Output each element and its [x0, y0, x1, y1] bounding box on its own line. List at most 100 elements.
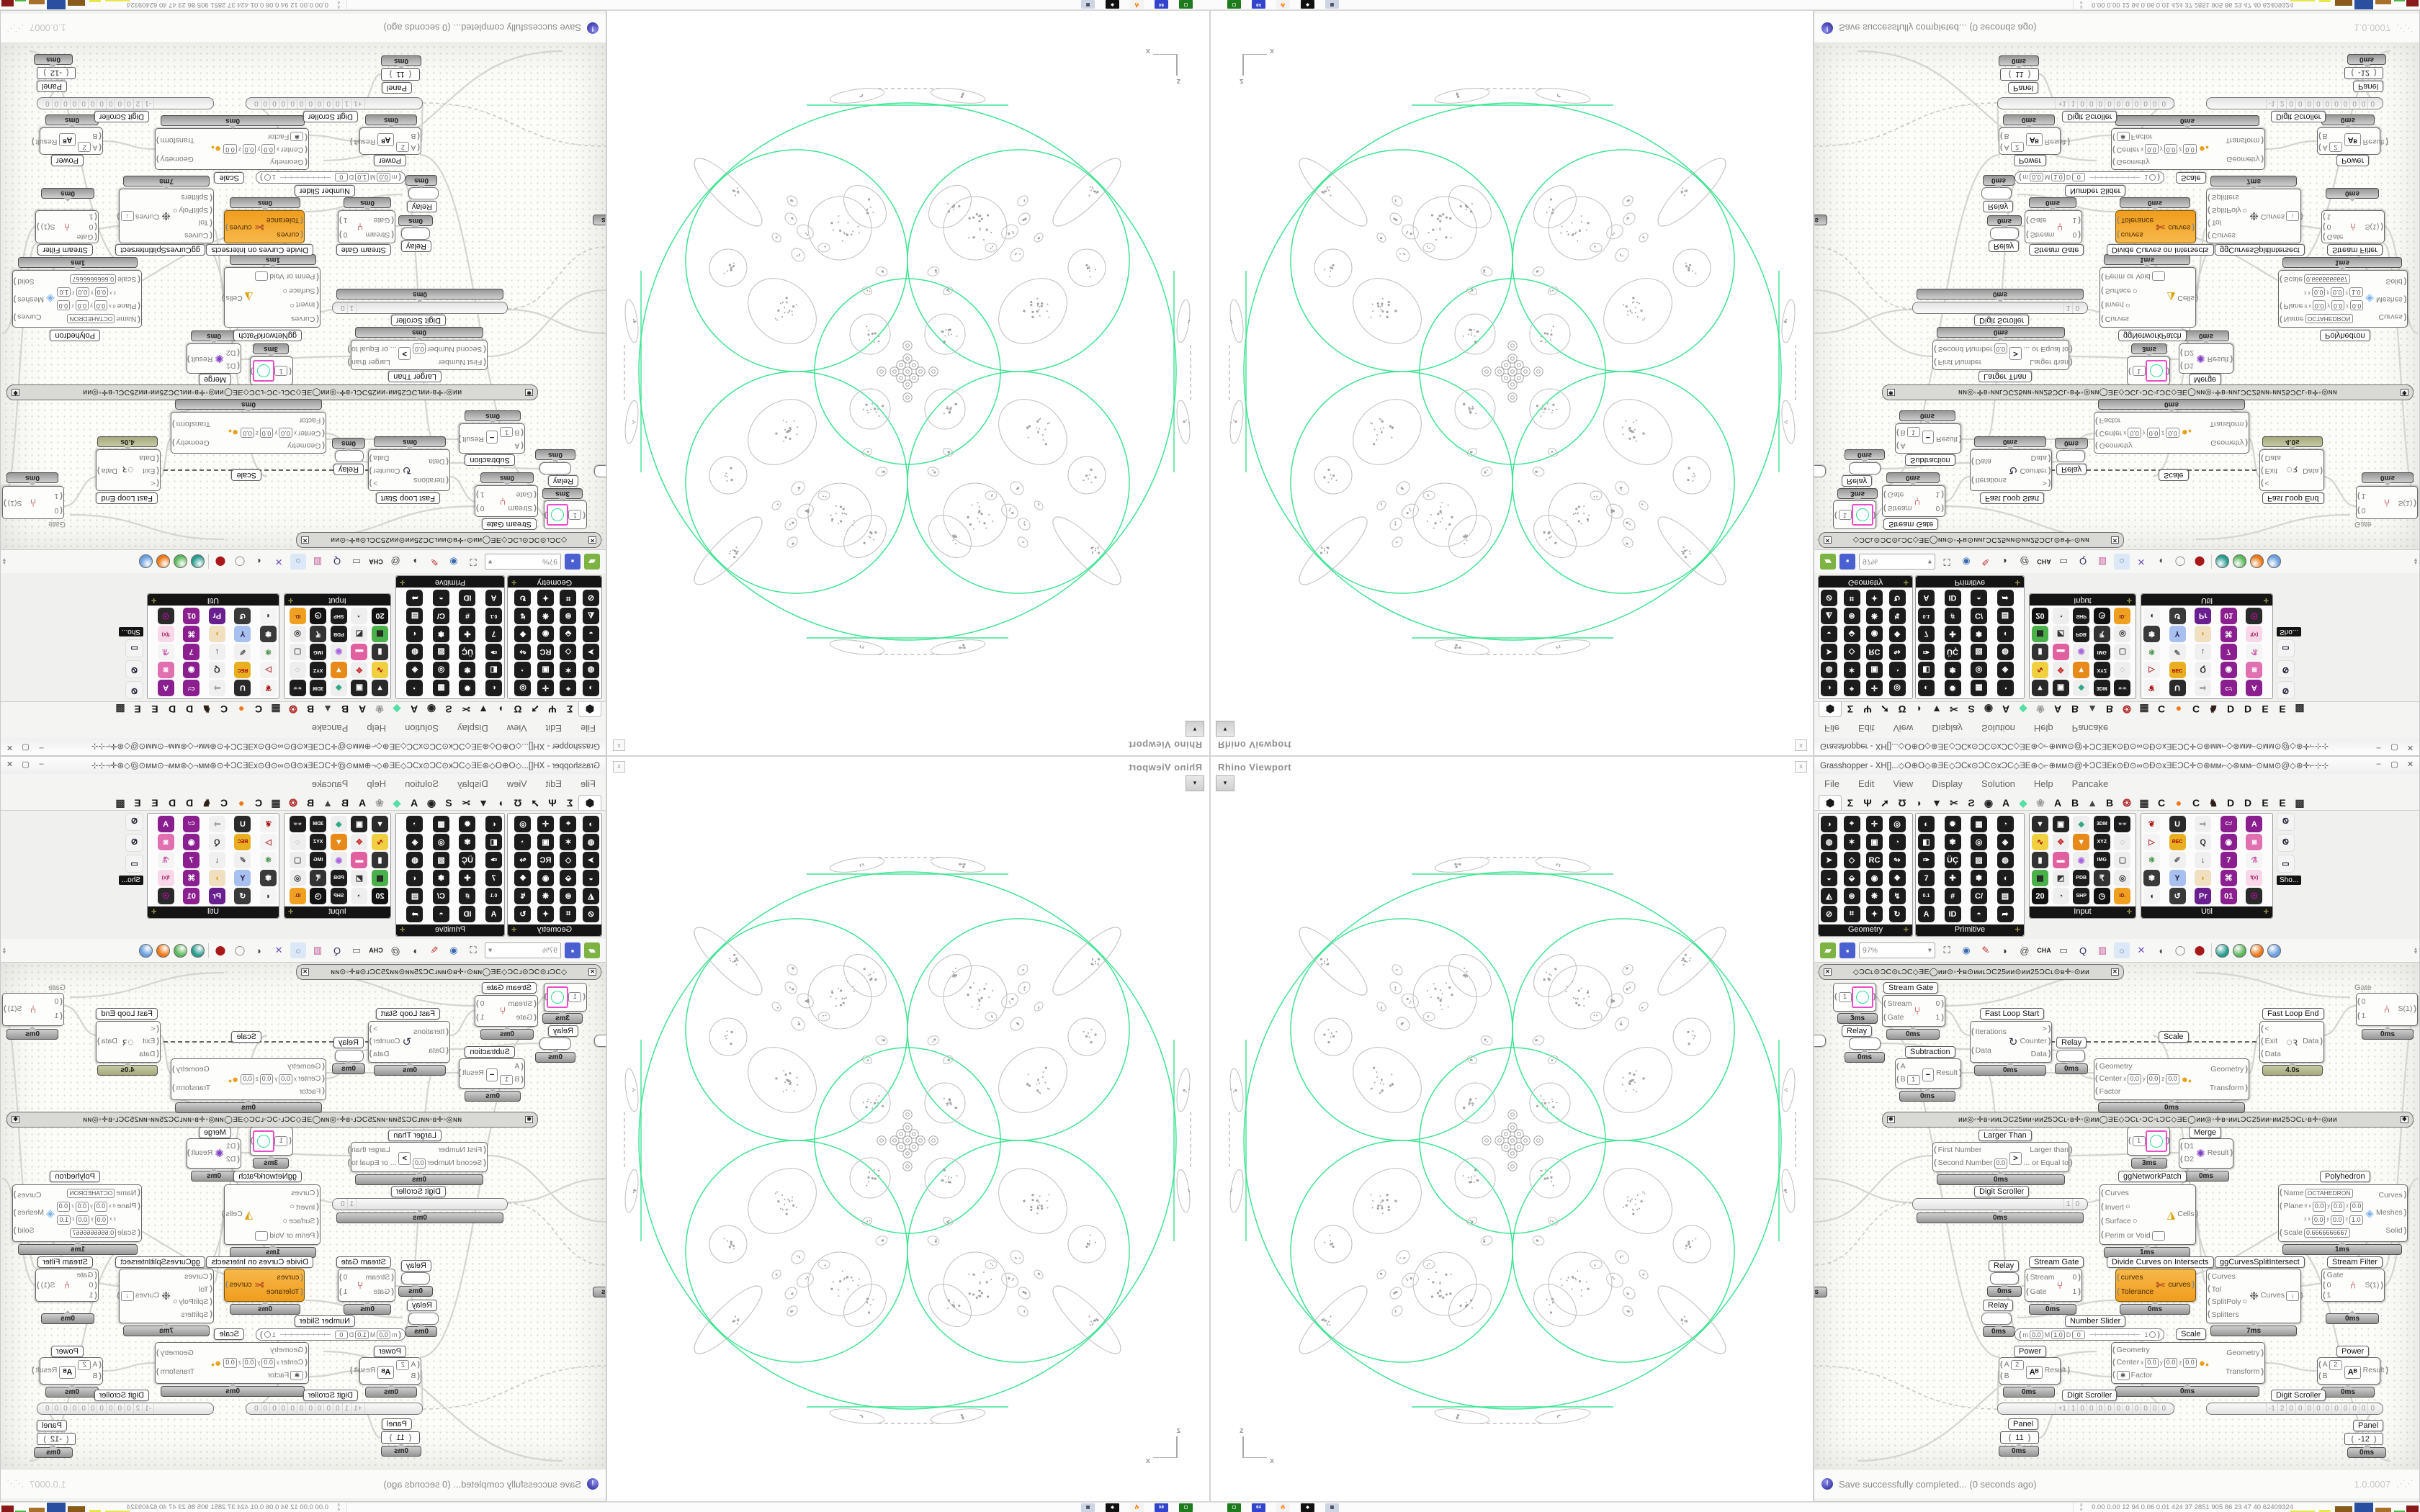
geometry-component-icon-17[interactable]: ⊛ [1843, 608, 1860, 624]
input-component-icon-14[interactable]: ▢ [2114, 644, 2131, 660]
tab-22[interactable]: ♞ [202, 797, 212, 809]
util-component-icon-18[interactable]: ⌘ [183, 870, 200, 886]
grasshopper-titlebar[interactable]: Grasshopper - XH[]...◇O⊕O◇⊛ƎE◇ƆCĸ⊙ƆC⊙xƆC… [1814, 737, 2419, 755]
geometry-component-icon-18[interactable]: ❋ [1866, 608, 1883, 624]
node-tag-stream-gate[interactable]: Stream Gate [481, 518, 537, 530]
input-component-icon-17[interactable]: PDB [2073, 626, 2090, 642]
polyhedron-node[interactable]: (Name OCTAHEDRON (Plane 0 x 0.0 y 0.0 z 0.0 z x… [2278, 270, 2408, 328]
util-component-icon-17[interactable]: ◗ [2195, 626, 2212, 642]
util-component-icon-21[interactable]: ↺ [2169, 608, 2186, 624]
menu-pancake[interactable]: Pancake [311, 778, 349, 789]
menu-file[interactable]: File [1824, 778, 1839, 789]
preview-wire-icon[interactable]: ◯ [234, 557, 246, 567]
grasshopper-titlebar[interactable]: Grasshopper - XH[]...◇O⊕O◇⊛ƎE◇ƆCĸ⊙ƆC⊙xƆC… [1, 737, 606, 755]
node-tag-scale[interactable]: Scale [231, 1031, 261, 1043]
primitive-component-icon-14[interactable]: ❃ [1971, 626, 1987, 642]
palette-label[interactable]: Input ✛ [2030, 906, 2136, 918]
preview-shaded-icon[interactable]: ⬤ [2194, 557, 2205, 567]
util-component-icon-11[interactable]: ✐ [2169, 852, 2186, 868]
input-component-icon-17[interactable]: PDB [330, 870, 347, 886]
util-component-icon-14[interactable]: ⚗ [157, 852, 174, 868]
preview-ball-icon-2[interactable] [156, 943, 170, 958]
geometry-component-icon-5[interactable]: ✶ [560, 662, 577, 678]
primitive-component-icon-15[interactable]: ◖ [406, 626, 424, 642]
geometry-component-icon-22[interactable]: ✦ [1866, 906, 1883, 922]
palette-label[interactable]: Util ✛ [148, 594, 279, 606]
input-component-icon-19[interactable]: ◎ [2114, 870, 2131, 886]
calculator-icon[interactable]: ▦ [1325, 1503, 1339, 1512]
geometry-component-icon-2[interactable]: ✛ [537, 816, 554, 832]
tab-21[interactable]: C [220, 797, 228, 809]
gh-node[interactable]: (curves(Tolerance ✄ curves) [224, 1269, 305, 1302]
node-tag-power[interactable]: Power [50, 155, 84, 166]
toolbar-overflow-arrows[interactable]: ▴ ▾ [3, 557, 6, 567]
menu-view[interactable]: View [506, 723, 527, 734]
relay-node[interactable] [1981, 187, 2012, 199]
node-tag-stream-filter[interactable]: Stream Filter [2327, 244, 2383, 256]
gh-node[interactable]: (A 2(B Aᴮ Result) [2317, 1357, 2388, 1385]
bulb-icon[interactable]: ○ [290, 942, 306, 958]
node-tag-divide-curves-on-intersects[interactable]: Divide Curves on Intersects [2107, 244, 2214, 256]
util-component-icon-11[interactable]: ✐ [234, 852, 251, 868]
input-component-icon-16[interactable]: ◩ [351, 626, 368, 642]
geometry-component-icon-13[interactable]: ⬙ [560, 626, 577, 642]
input-component-icon-22[interactable]: SHP [330, 608, 347, 624]
tab-2[interactable]: Ψ [548, 703, 557, 715]
util-component-icon-9[interactable]: ◙ [157, 662, 174, 678]
util-component-icon-7[interactable]: Q [2195, 662, 2212, 678]
toolbar-overflow-arrows[interactable]: ▴ ▾ [3, 945, 6, 955]
preview-off-icon[interactable]: ◖ [256, 556, 262, 567]
util-component-icon-9[interactable]: ◙ [2246, 834, 2263, 850]
node-tag-relay[interactable]: Relay [547, 1025, 578, 1037]
wires-icon[interactable]: ✕ [274, 557, 283, 567]
primitive-component-icon-5[interactable]: ✾ [459, 834, 476, 850]
minimize-icon[interactable]: – [2376, 760, 2381, 768]
maximize-icon[interactable]: ▢ [22, 743, 30, 752]
gh-node[interactable]: (Stream(Gate ⑂ 0) 1) [475, 995, 538, 1027]
polyhedron-node[interactable]: (Name OCTAHEDRON (Plane 0 x 0.0 y 0.0 z 0.0 z x… [2278, 1184, 2408, 1242]
input-component-icon-23[interactable]: ◷ [2093, 888, 2110, 904]
gh-node[interactable]: (D1(D2 ✺ Result) [187, 1138, 241, 1169]
primitive-component-icon-21[interactable]: ID [459, 590, 476, 606]
zoom-level-combo[interactable]: 97% ▾ [485, 942, 561, 958]
tab-11[interactable]: ◆ [393, 703, 401, 715]
node-tag-polyhedron[interactable]: Polyhedron [50, 330, 100, 341]
input-component-icon-8[interactable]: XYZ [310, 662, 327, 678]
gh-node[interactable]: (Gate(0(1 ⑃ S(1)) [35, 210, 99, 243]
digit-scroller-node[interactable]: +1 1 0 0 0 0 0 0 0 0 0 0 [1997, 97, 2174, 109]
node-tag-ggcurvessplitintersect[interactable]: ggCurvesSplitIntersect [2215, 1256, 2305, 1268]
relay-node[interactable] [1849, 1038, 1881, 1050]
util-component-icon-23[interactable]: 01 [2220, 888, 2237, 904]
node-tag-panel[interactable]: Panel [36, 1420, 67, 1431]
util-component-icon-14[interactable]: ⚗ [2246, 852, 2263, 868]
geometry-component-icon-3[interactable]: ◎ [1888, 680, 1906, 696]
geometry-component-icon-22[interactable]: ✦ [537, 906, 554, 922]
primitive-component-icon-16[interactable]: 0.1 [1918, 608, 1935, 624]
window-buttons[interactable]: – ▢ ✕ [2374, 743, 2415, 752]
menu-edit[interactable]: Edit [1857, 778, 1875, 789]
cluster-icon[interactable]: ▥ [313, 557, 323, 567]
tab-3[interactable]: ➚ [531, 703, 539, 715]
geometry-component-icon-10[interactable]: RC [1866, 644, 1883, 660]
primitive-component-icon-20[interactable]: A [485, 590, 502, 606]
preview-shaded-icon[interactable]: ⬤ [2194, 945, 2205, 955]
relay-node[interactable] [1814, 465, 1826, 477]
util-component-icon-16[interactable]: Y [234, 870, 251, 886]
at-icon[interactable]: @ [2020, 556, 2030, 567]
scale-transform-node[interactable]: (Geometry (Center x 0.0 y 0.0 z 0.0 (Factor ●●… [171, 1058, 326, 1100]
tab-17[interactable]: ❂ [2123, 703, 2131, 715]
tab-21[interactable]: C [220, 703, 228, 715]
sketch-pen-icon[interactable]: ✎ [430, 945, 439, 955]
geometry-component-icon-15[interactable]: ❖ [514, 626, 532, 642]
tab-7[interactable]: ✂ [462, 797, 470, 809]
side-icon-0[interactable]: Ꮻ [2277, 681, 2295, 699]
util-component-icon-7[interactable]: Q [208, 662, 225, 678]
relay-node[interactable] [2056, 450, 2085, 462]
input-component-icon-22[interactable]: SHP [2073, 888, 2090, 904]
input-component-icon-15[interactable]: ▩ [2032, 870, 2048, 886]
preview-ball-icon-1[interactable] [2233, 554, 2246, 569]
util-component-icon-20[interactable]: ◖ [260, 608, 277, 624]
util-component-icon-7[interactable]: Q [2195, 834, 2212, 850]
node-tag-panel[interactable]: Panel [381, 82, 412, 94]
